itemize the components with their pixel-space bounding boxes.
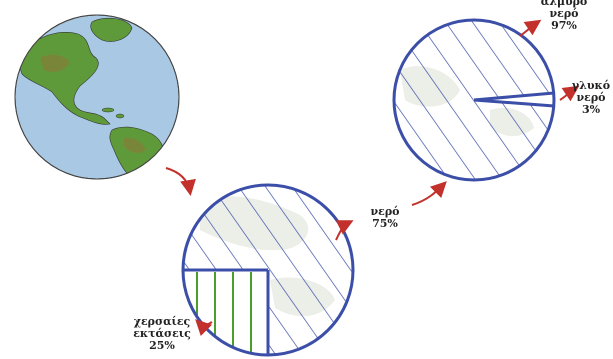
arrow-to-fresh-label	[559, 85, 580, 102]
earth-globe	[14, 14, 180, 180]
salt-97-label: αλμυρό νερό 97%	[536, 0, 592, 32]
land-25-line1: χερσαίες	[133, 315, 191, 328]
salt-97-line3: 97%	[551, 19, 577, 32]
land-25-line2: εκτάσεις	[133, 327, 191, 340]
salt-97-line1: αλμυρό	[540, 0, 588, 8]
salt-fresh-circle	[392, 18, 556, 182]
fresh-3-line3: 3%	[581, 103, 601, 116]
arrow-globe-to-middle	[165, 167, 196, 196]
land-25-label: χερσαίες εκτάσεις 25%	[132, 316, 192, 352]
water-75-line1: νερό	[370, 205, 400, 218]
arrow-to-land-label	[195, 319, 213, 337]
land-25-line3: 25%	[149, 339, 175, 352]
fresh-3-line1: γλυκό	[571, 79, 611, 92]
greenland-shape	[90, 17, 133, 42]
arrow-middle-to-water-label	[335, 220, 354, 241]
salt-97-line2: νερό	[549, 7, 579, 20]
water-land-circle	[181, 183, 355, 357]
water-75-label: νερό 75%	[364, 206, 406, 230]
water-75-line2: 75%	[372, 217, 398, 230]
arrow-to-salt-label	[519, 19, 542, 37]
north-america-shape	[17, 32, 111, 125]
fresh-3-line2: νερό	[576, 91, 606, 104]
arrow-water-label-to-right	[411, 181, 447, 206]
fresh-3-label: γλυκό νερό 3%	[570, 80, 612, 116]
